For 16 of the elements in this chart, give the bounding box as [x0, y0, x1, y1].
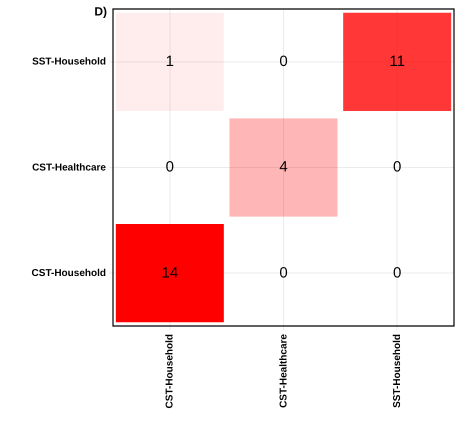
- data-label: 0: [279, 52, 288, 70]
- data-label: 0: [279, 264, 288, 282]
- y-tick-label: CST-Healthcare: [32, 162, 106, 174]
- data-label: 0: [392, 158, 402, 176]
- y-tick-label: SST-Household: [32, 56, 106, 68]
- data-label: 0: [392, 264, 402, 282]
- data-label: 14: [161, 264, 178, 282]
- x-tick-label: CST-Household: [164, 334, 176, 408]
- x-tick-label: SST-Household: [392, 334, 403, 408]
- x-tick-label: CST-Healthcare: [278, 334, 290, 408]
- data-label: 0: [166, 158, 174, 176]
- chart-title: D): [94, 4, 107, 18]
- data-label: 4: [279, 158, 288, 176]
- y-tick-label: CST-Household: [32, 268, 106, 279]
- data-label: 11: [389, 52, 405, 70]
- data-label: 1: [166, 52, 174, 70]
